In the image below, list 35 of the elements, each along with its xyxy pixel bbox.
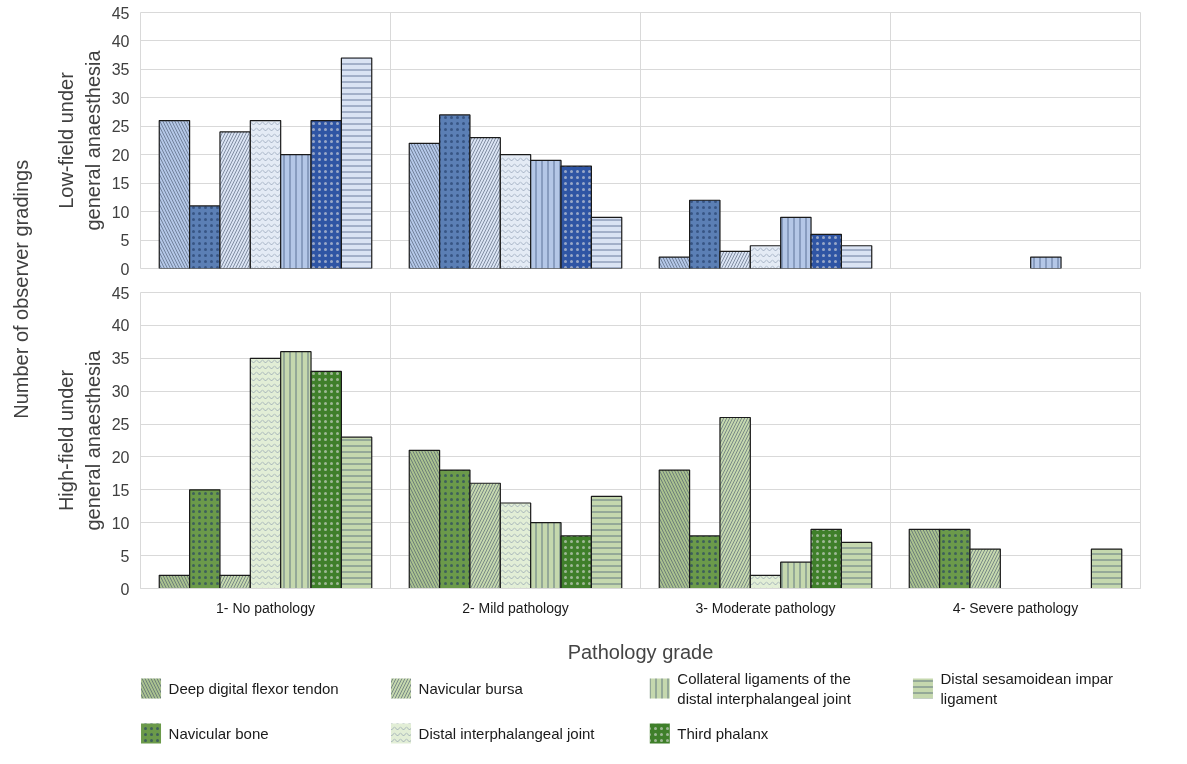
text: Number of observer gradings: [9, 159, 32, 419]
legend-label: Third phalanx: [677, 725, 769, 742]
y-tick-label: 30: [111, 89, 130, 107]
y-tick-label: 15: [111, 175, 130, 193]
y-tick-label: 40: [111, 317, 130, 335]
x-tick-label: 4- Severe pathology: [952, 599, 1079, 616]
legend-label: Distal sesamoidean impar ligament: [940, 669, 1114, 708]
y-axis-title: High-field under general anaesthesia: [55, 349, 104, 531]
y-tick-label: 35: [111, 61, 130, 79]
y-tick-label: 20: [111, 146, 130, 164]
x-tick-label: 2- Mild pathology: [462, 599, 569, 616]
y-tick-label: 35: [111, 350, 130, 368]
y-tick-label: 0: [120, 580, 130, 598]
legend-label: Navicular bone: [168, 725, 269, 742]
legend-label: Distal interphalangeal joint: [418, 725, 596, 742]
y-tick-label: 10: [111, 514, 130, 532]
x-tick-label: 1- No pathology: [216, 599, 315, 616]
legend-label: Navicular bursa: [418, 680, 524, 697]
y-tick-label: 30: [111, 383, 130, 401]
y-tick-label: 40: [111, 32, 130, 50]
legend-label: Deep digital flexor tendon: [168, 680, 339, 697]
x-tick-label: 3- Moderate pathology: [695, 599, 836, 616]
y-tick-label: 45: [111, 284, 130, 302]
y-tick-label: 20: [111, 448, 130, 466]
x-axis-title: Pathology grade: [567, 640, 714, 663]
y-tick-label: 0: [120, 260, 130, 278]
legend-label: Collateral ligaments of the distal interphalangeal joint: [677, 669, 852, 708]
y-tick-label: 25: [111, 118, 130, 136]
y-tick-label: 5: [120, 232, 130, 250]
y-tick-label: 25: [111, 416, 130, 434]
y-tick-label: 15: [111, 481, 130, 499]
y-axis-title: Low-field under general anaesthesia: [55, 49, 104, 231]
y-tick-label: 10: [111, 203, 130, 221]
y-tick-label: 45: [111, 4, 130, 22]
y-tick-label: 5: [120, 547, 130, 565]
